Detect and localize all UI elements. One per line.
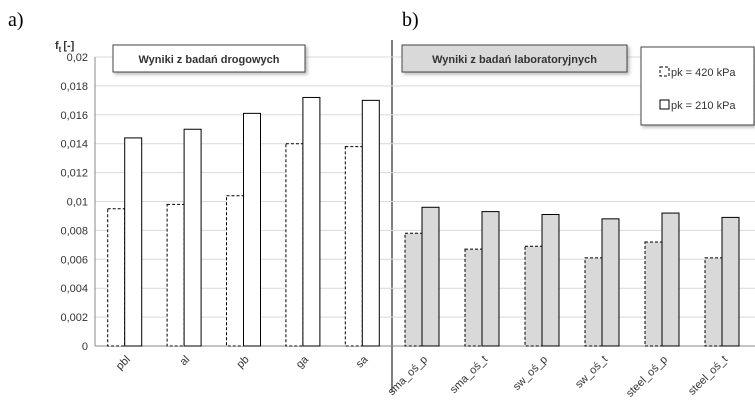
y-tick-label: 0,018 [60,81,88,93]
legend-label: pk = 420 kPa [671,67,736,79]
panel-label: b) [402,9,419,31]
bar [285,143,304,347]
y-tick-label: 0 [82,341,88,353]
group-title-box [112,44,306,73]
y-tick-label: 0,012 [60,168,88,180]
x-tick-label: pb [234,354,251,371]
x-tick-label: sma_oś_t [448,354,490,396]
y-tick-label: 0,014 [60,139,88,151]
bar [421,206,440,347]
legend-box [640,46,755,126]
y-tick-label: 0,006 [60,254,88,266]
group-title-box [401,44,628,73]
bar [721,216,740,347]
bar [183,128,202,347]
y-axis-label: ft [-] [55,40,75,54]
bar [404,232,423,347]
y-tick-label: 0,004 [60,283,88,295]
bar [464,248,483,347]
x-tick-label: steel_oś_p [624,354,670,400]
bar [243,112,261,347]
group-title: Wyniki z badań laboratoryjnych [432,54,597,66]
bar [661,212,680,347]
y-tick-label: 0,002 [60,312,88,324]
legend-label: pk = 210 kPa [671,100,736,112]
y-tick-label: 0,008 [60,225,88,237]
y-tick-label: 0,016 [60,110,88,122]
group-title: Wyniki z badań drogowych [139,54,280,66]
bar [107,208,126,347]
bar [226,195,244,347]
x-tick-label: ga [294,353,312,371]
bar [302,96,321,347]
bar [344,146,363,347]
bar [584,257,603,347]
legend-swatch [659,99,670,110]
legend-swatch [659,66,670,77]
panel-label: a) [8,9,24,31]
x-tick-label: pbl [114,354,133,373]
bar [481,211,500,347]
bar [361,99,380,347]
x-tick-label: sa [354,353,371,370]
y-tick-label: 0,01 [67,197,88,209]
x-tick-label: sw_oś_t [573,354,610,391]
x-tick-label: sw_oś_p [511,354,550,393]
x-tick-label: steel_oś_t [686,354,730,398]
bar [524,245,543,347]
x-tick-label: al [178,354,193,369]
bar [166,203,185,347]
y-tick-label: 0,02 [67,52,88,64]
bar [124,137,143,347]
bar [541,214,560,347]
bar [704,257,723,347]
bar [601,218,620,347]
bar [644,241,663,347]
